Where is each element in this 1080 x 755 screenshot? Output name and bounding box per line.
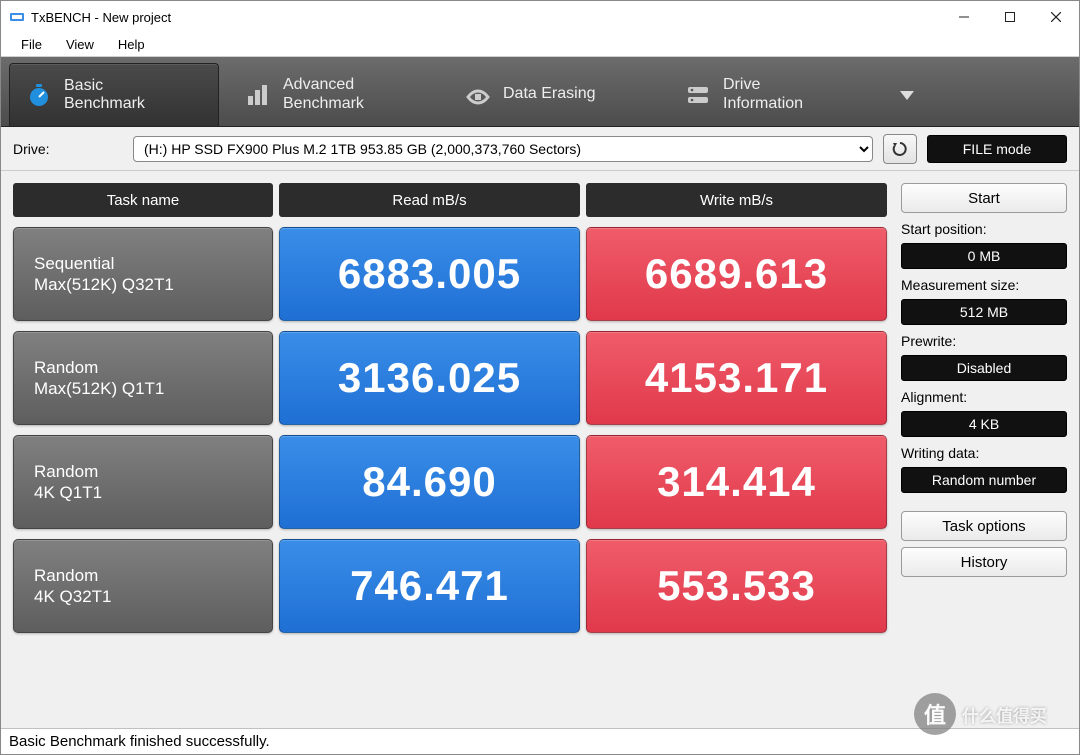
task-name-line1: Random [34, 565, 252, 586]
tab-basic-benchmark[interactable]: Basic Benchmark [9, 63, 219, 126]
task-cell[interactable]: Random 4K Q32T1 [13, 539, 273, 633]
close-button[interactable] [1033, 1, 1079, 33]
file-mode-button[interactable]: FILE mode [927, 135, 1067, 163]
start-position-value[interactable]: 0 MB [901, 243, 1067, 269]
maximize-button[interactable] [987, 1, 1033, 33]
tab-label-line2: Benchmark [283, 95, 364, 113]
write-value-cell[interactable]: 6689.613 [586, 227, 887, 321]
tab-label-line2: Information [723, 95, 803, 113]
writing-data-label: Writing data: [901, 445, 1067, 461]
prewrite-value[interactable]: Disabled [901, 355, 1067, 381]
tab-label: Basic Benchmark [64, 77, 145, 114]
writing-data-value[interactable]: Random number [901, 467, 1067, 493]
result-row: Sequential Max(512K) Q32T1 6883.005 6689… [13, 227, 887, 321]
refresh-button[interactable] [883, 134, 917, 164]
start-position-label: Start position: [901, 221, 1067, 237]
read-value-cell[interactable]: 746.471 [279, 539, 580, 633]
tab-label: Data Erasing [503, 85, 596, 103]
content-area: Task name Read mB/s Write mB/s Sequentia… [1, 171, 1079, 728]
results-table: Task name Read mB/s Write mB/s Sequentia… [13, 183, 887, 716]
task-name-line2: 4K Q1T1 [34, 482, 252, 503]
header-write: Write mB/s [586, 183, 887, 217]
tab-data-erasing[interactable]: Data Erasing [449, 63, 659, 126]
measurement-size-value[interactable]: 512 MB [901, 299, 1067, 325]
stopwatch-icon [24, 80, 54, 110]
tab-label-line1: Drive [723, 76, 803, 94]
read-value-cell[interactable]: 6883.005 [279, 227, 580, 321]
bars-icon [243, 80, 273, 110]
result-row: Random 4K Q32T1 746.471 553.533 [13, 539, 887, 633]
side-panel: Start Start position: 0 MB Measurement s… [901, 183, 1067, 716]
results-header-row: Task name Read mB/s Write mB/s [13, 183, 887, 217]
alignment-label: Alignment: [901, 389, 1067, 405]
tabbar: Basic Benchmark Advanced Benchmark [1, 57, 1079, 127]
header-task: Task name [13, 183, 273, 217]
write-value-cell[interactable]: 314.414 [586, 435, 887, 529]
prewrite-label: Prewrite: [901, 333, 1067, 349]
tab-label-line1: Data Erasing [503, 85, 596, 103]
task-name-line1: Random [34, 357, 252, 378]
tab-advanced-benchmark[interactable]: Advanced Benchmark [229, 63, 439, 126]
task-name-line2: Max(512K) Q1T1 [34, 378, 252, 399]
minimize-button[interactable] [941, 1, 987, 33]
statusbar: Basic Benchmark finished successfully. [1, 728, 1079, 754]
start-button[interactable]: Start [901, 183, 1067, 213]
alignment-value[interactable]: 4 KB [901, 411, 1067, 437]
menu-help[interactable]: Help [106, 35, 157, 54]
tab-label-line1: Advanced [283, 76, 364, 94]
measurement-size-label: Measurement size: [901, 277, 1067, 293]
tab-overflow-button[interactable] [889, 63, 925, 126]
tab-drive-information[interactable]: Drive Information [669, 63, 879, 126]
task-cell[interactable]: Random Max(512K) Q1T1 [13, 331, 273, 425]
menu-file[interactable]: File [9, 35, 54, 54]
tab-label-line1: Basic [64, 77, 145, 95]
titlebar: TxBENCH - New project [1, 1, 1079, 33]
history-button[interactable]: History [901, 547, 1067, 577]
task-name-line1: Random [34, 461, 252, 482]
app-window: TxBENCH - New project File View Help [0, 0, 1080, 755]
drive-row: Drive: (H:) HP SSD FX900 Plus M.2 1TB 95… [1, 127, 1079, 171]
write-value-cell[interactable]: 4153.171 [586, 331, 887, 425]
task-name-line2: 4K Q32T1 [34, 586, 252, 607]
window-title: TxBENCH - New project [31, 10, 941, 25]
drive-label: Drive: [13, 141, 123, 157]
read-value-cell[interactable]: 84.690 [279, 435, 580, 529]
status-text: Basic Benchmark finished successfully. [9, 733, 270, 750]
result-row: Random 4K Q1T1 84.690 314.414 [13, 435, 887, 529]
menu-view[interactable]: View [54, 35, 106, 54]
write-value-cell[interactable]: 553.533 [586, 539, 887, 633]
header-read: Read mB/s [279, 183, 580, 217]
task-name-line2: Max(512K) Q32T1 [34, 274, 252, 295]
task-name-line1: Sequential [34, 253, 252, 274]
tab-label: Drive Information [723, 76, 803, 113]
task-options-button[interactable]: Task options [901, 511, 1067, 541]
drive-icon [683, 80, 713, 110]
read-value-cell[interactable]: 3136.025 [279, 331, 580, 425]
menubar: File View Help [1, 33, 1079, 57]
tab-label-line2: Benchmark [64, 95, 145, 113]
drive-select[interactable]: (H:) HP SSD FX900 Plus M.2 1TB 953.85 GB… [133, 136, 873, 162]
task-cell[interactable]: Random 4K Q1T1 [13, 435, 273, 529]
result-row: Random Max(512K) Q1T1 3136.025 4153.171 [13, 331, 887, 425]
tab-label: Advanced Benchmark [283, 76, 364, 113]
task-cell[interactable]: Sequential Max(512K) Q32T1 [13, 227, 273, 321]
app-icon [9, 9, 25, 25]
erase-icon [463, 80, 493, 110]
